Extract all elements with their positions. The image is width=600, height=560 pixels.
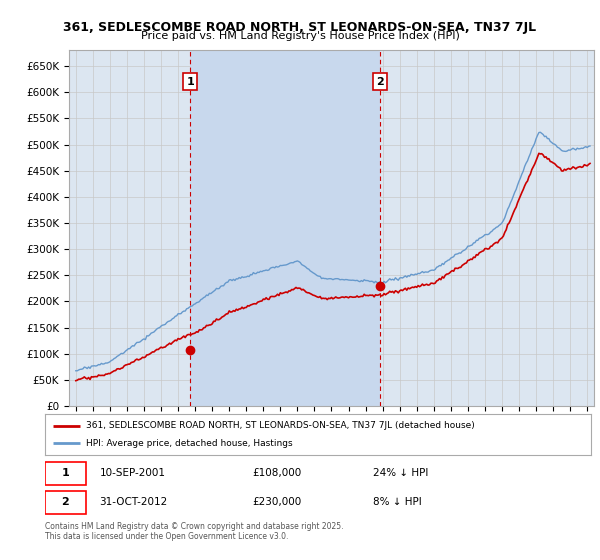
Text: 361, SEDLESCOMBE ROAD NORTH, ST LEONARDS-ON-SEA, TN37 7JL: 361, SEDLESCOMBE ROAD NORTH, ST LEONARDS… xyxy=(64,21,536,34)
Text: 8% ↓ HPI: 8% ↓ HPI xyxy=(373,497,421,507)
Text: 10-SEP-2001: 10-SEP-2001 xyxy=(100,468,166,478)
Text: £230,000: £230,000 xyxy=(253,497,302,507)
FancyBboxPatch shape xyxy=(45,491,86,514)
Text: £108,000: £108,000 xyxy=(253,468,302,478)
Text: 24% ↓ HPI: 24% ↓ HPI xyxy=(373,468,428,478)
Text: Contains HM Land Registry data © Crown copyright and database right 2025.
This d: Contains HM Land Registry data © Crown c… xyxy=(45,522,343,542)
Text: HPI: Average price, detached house, Hastings: HPI: Average price, detached house, Hast… xyxy=(86,439,293,448)
Text: 1: 1 xyxy=(62,468,70,478)
FancyBboxPatch shape xyxy=(45,462,86,485)
Text: 361, SEDLESCOMBE ROAD NORTH, ST LEONARDS-ON-SEA, TN37 7JL (detached house): 361, SEDLESCOMBE ROAD NORTH, ST LEONARDS… xyxy=(86,421,475,430)
Text: 2: 2 xyxy=(62,497,70,507)
Text: Price paid vs. HM Land Registry's House Price Index (HPI): Price paid vs. HM Land Registry's House … xyxy=(140,31,460,41)
Text: 2: 2 xyxy=(376,77,383,87)
Text: 1: 1 xyxy=(187,77,194,87)
Bar xyxy=(190,50,380,406)
Text: 31-OCT-2012: 31-OCT-2012 xyxy=(100,497,168,507)
